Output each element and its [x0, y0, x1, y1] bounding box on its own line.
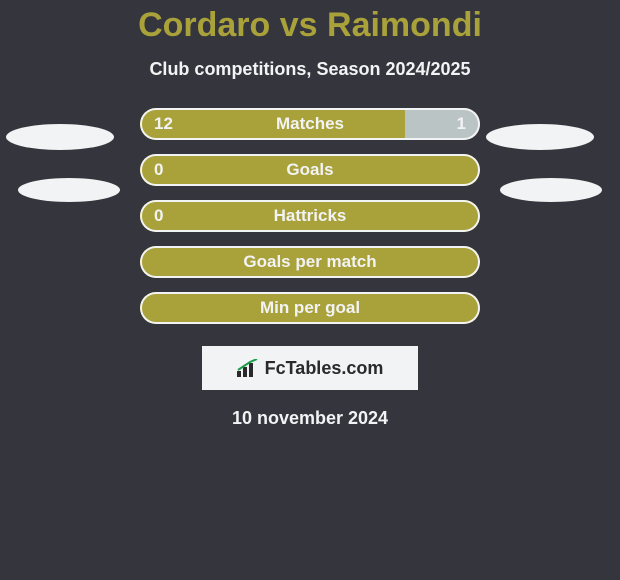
comparison-card: Cordaro vs Raimondi Club competitions, S…: [0, 0, 620, 580]
stat-left-value: 12: [154, 114, 173, 134]
side-ellipse: [486, 124, 594, 150]
stat-label: Hattricks: [274, 206, 347, 226]
date-text: 10 november 2024: [232, 408, 388, 429]
stat-label: Goals: [286, 160, 333, 180]
stat-left-value: 0: [154, 160, 163, 180]
stat-row: Goals per match: [0, 246, 620, 278]
chart-icon: [237, 359, 259, 377]
stat-left-value: 0: [154, 206, 163, 226]
stat-row: 0 Hattricks: [0, 200, 620, 232]
footer: FcTables.com 10 november 2024: [0, 346, 620, 429]
stat-label: Matches: [276, 114, 344, 134]
stat-bar: Goals per match: [140, 246, 480, 278]
stat-row: Min per goal: [0, 292, 620, 324]
page-subtitle: Club competitions, Season 2024/2025: [0, 59, 620, 80]
stat-bar: Min per goal: [140, 292, 480, 324]
side-ellipse: [18, 178, 120, 202]
side-ellipse: [500, 178, 602, 202]
stat-right-value: 1: [457, 114, 466, 134]
page-title: Cordaro vs Raimondi: [0, 0, 620, 45]
stat-bar: 12 1 Matches: [140, 108, 480, 140]
stat-bar: 0 Hattricks: [140, 200, 480, 232]
side-ellipse: [6, 124, 114, 150]
stat-label: Goals per match: [243, 252, 376, 272]
brand-text: FcTables.com: [265, 358, 384, 379]
stat-label: Min per goal: [260, 298, 360, 318]
brand-badge: FcTables.com: [202, 346, 418, 390]
stat-bar: 0 Goals: [140, 154, 480, 186]
